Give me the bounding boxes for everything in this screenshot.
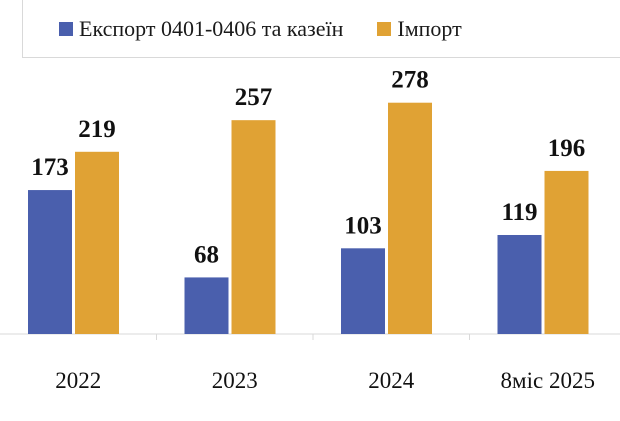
legend-label-import: Імпорт bbox=[397, 15, 462, 41]
legend-swatch-export bbox=[59, 21, 73, 36]
bar-import bbox=[544, 170, 589, 334]
data-label-import: 278 bbox=[391, 67, 429, 94]
data-label-export: 68 bbox=[194, 241, 219, 268]
bar-import bbox=[388, 102, 432, 334]
data-label-export: 173 bbox=[31, 154, 69, 181]
data-label-import: 219 bbox=[78, 116, 116, 143]
x-tick-label: 8міс 2025 bbox=[501, 368, 595, 393]
bar-export bbox=[184, 277, 229, 334]
chart-legend: Експорт 0401-0406 та казеїн Імпорт bbox=[22, 0, 620, 58]
legend-entry-import: Імпорт bbox=[377, 15, 462, 42]
data-label-import: 196 bbox=[548, 135, 586, 162]
bar-export bbox=[341, 248, 385, 334]
legend-label-export: Експорт 0401-0406 та казеїн bbox=[79, 15, 344, 41]
bar-import bbox=[75, 151, 119, 334]
x-tick-label: 2022 bbox=[55, 368, 101, 393]
bar-export bbox=[497, 234, 542, 334]
bar-import bbox=[231, 120, 276, 335]
x-tick-label: 2023 bbox=[212, 368, 258, 393]
data-label-import: 257 bbox=[235, 84, 273, 111]
x-tick-label: 2024 bbox=[368, 368, 415, 393]
legend-entry-export: Експорт 0401-0406 та казеїн bbox=[59, 16, 343, 42]
legend-swatch-import bbox=[377, 21, 392, 36]
data-label-export: 103 bbox=[344, 212, 382, 239]
bar-export bbox=[28, 190, 72, 334]
data-label-export: 119 bbox=[501, 199, 537, 226]
